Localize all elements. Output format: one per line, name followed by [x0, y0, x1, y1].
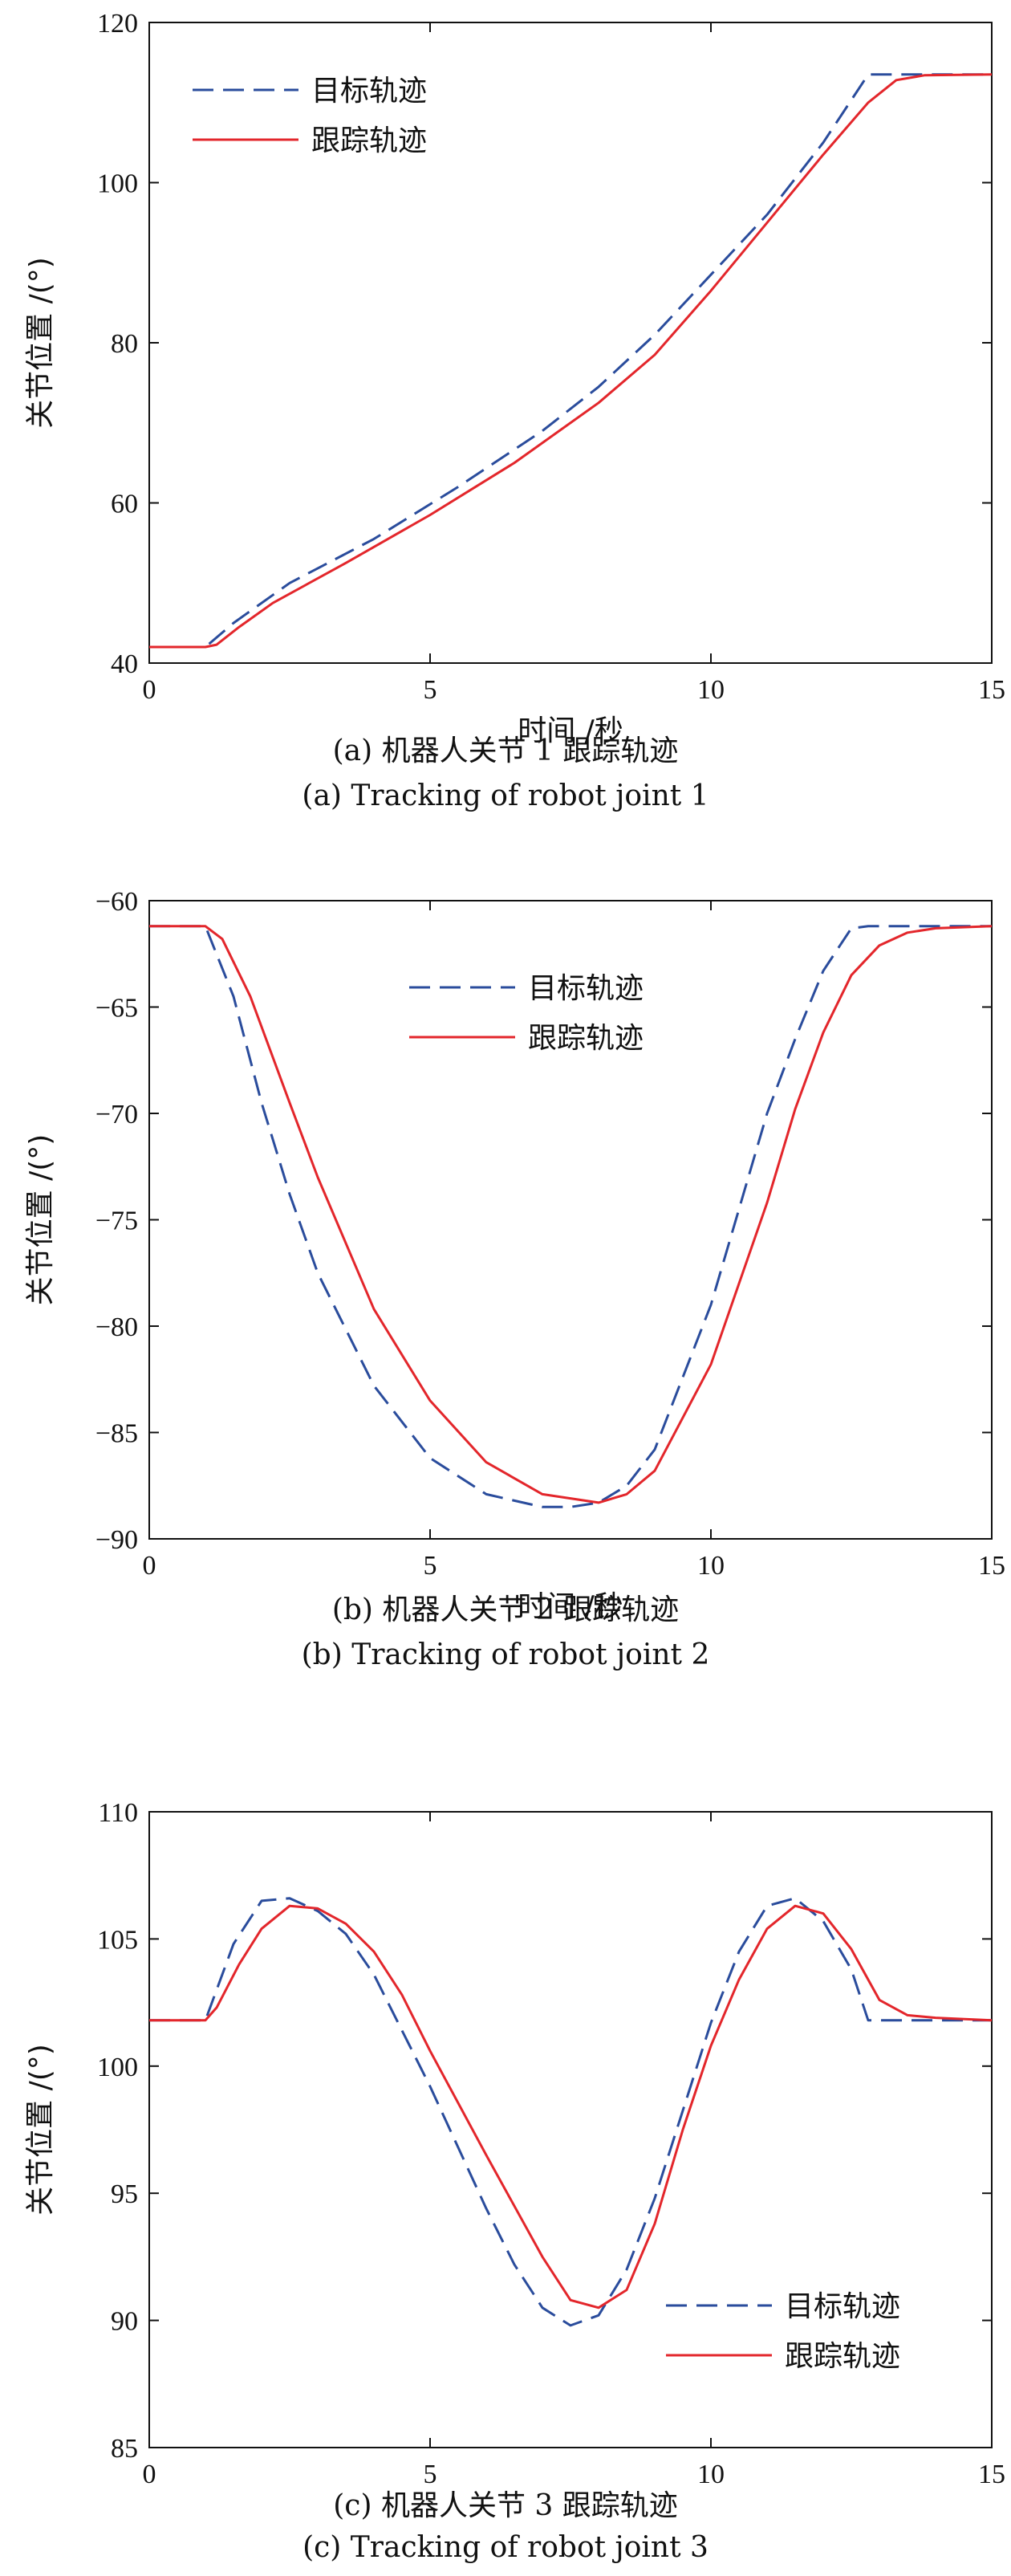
series-line-tracking [149, 925, 993, 1504]
x-axis-label: 时间 /秒 [518, 1590, 623, 1622]
y-tick-label: 85 [111, 2434, 138, 2464]
caption-cn-a: (a) 机器人关节 1 跟踪轨迹 [332, 735, 679, 767]
caption-en-a: (a) Tracking of robot joint 1 [302, 779, 709, 812]
caption-cn-c: (c) 机器人关节 3 跟踪轨迹 [333, 2489, 678, 2522]
series-line-tracking [149, 73, 993, 649]
y-tick-label: 105 [97, 1925, 138, 1955]
y-tick-label: 60 [111, 490, 138, 519]
x-tick-label: 0 [143, 675, 156, 705]
series-line-target [149, 1897, 992, 2327]
y-tick-label: −90 [95, 1525, 138, 1555]
plot-frame [148, 22, 993, 664]
legend-label-tracking: 跟踪轨迹 [785, 2340, 900, 2373]
y-tick-label: −65 [95, 994, 138, 1023]
y-tick-label: 120 [97, 9, 138, 39]
y-tick-label: −60 [95, 887, 138, 917]
x-tick-label: 15 [978, 1551, 1005, 1581]
caption-en-b: (b) Tracking of robot joint 2 [301, 1638, 710, 1671]
y-tick-label: −75 [95, 1207, 138, 1236]
y-axis-label: 关节位置 /(°) [24, 1134, 57, 1306]
y-axis-label: 关节位置 /(°) [24, 2044, 57, 2216]
y-axis-label: 关节位置 /(°) [24, 257, 57, 429]
x-tick-label: 15 [978, 2460, 1005, 2489]
series-line-tracking [149, 1904, 993, 2309]
legend-label-target: 目标轨迹 [785, 2290, 900, 2323]
x-tick-label: 10 [697, 675, 725, 705]
plot-frame [148, 1811, 993, 2448]
y-tick-label: 110 [98, 1798, 138, 1828]
x-tick-label: 5 [424, 1551, 437, 1581]
y-tick-label: −85 [95, 1419, 138, 1449]
x-tick-label: 5 [424, 2460, 437, 2489]
caption-cn-b: (b) 机器人关节 2 跟踪轨迹 [331, 1593, 680, 1626]
y-tick-label: 40 [111, 649, 138, 679]
y-tick-label: −70 [95, 1100, 138, 1129]
caption-en-c: (c) Tracking of robot joint 3 [302, 2531, 709, 2564]
chart-panel-b: 0 5 10 15 −90 −85 −80 −75 −70 −65 −60 时间 /秒 关节位置 /(°… [0, 851, 1011, 1710]
x-axis-label: 时间 /秒 [518, 714, 623, 747]
y-tick-label: 100 [97, 169, 138, 199]
x-tick-label: 0 [143, 1551, 156, 1581]
legend-label-tracking: 跟踪轨迹 [311, 124, 427, 157]
x-tick-label: 10 [697, 1551, 725, 1581]
x-tick-label: 10 [697, 2460, 725, 2489]
y-tick-label: 100 [97, 2053, 138, 2082]
y-tick-label: 95 [111, 2179, 138, 2209]
chart-panel-a: 0 5 10 15 40 60 80 100 120 时间 /秒 关节位置 /(°) 目标轨迹跟踪轨迹… [0, 0, 1011, 851]
legend-label-target: 目标轨迹 [528, 972, 644, 1005]
x-tick-label: 15 [978, 675, 1005, 705]
series-line-target [149, 73, 992, 649]
x-tick-label: 0 [143, 2460, 156, 2489]
x-tick-label: 5 [424, 675, 437, 705]
series-line-target [149, 925, 992, 1508]
y-tick-label: 90 [111, 2307, 138, 2337]
y-tick-label: 80 [111, 329, 138, 359]
y-tick-label: −80 [95, 1312, 138, 1342]
chart-b: 0 5 10 15 −90 −85 −80 −75 −70 −65 −60 时间 /秒 关节位置 /(°… [24, 887, 1005, 1622]
legend-label-tracking: 跟踪轨迹 [528, 1022, 644, 1055]
legend-label-target: 目标轨迹 [311, 75, 427, 108]
